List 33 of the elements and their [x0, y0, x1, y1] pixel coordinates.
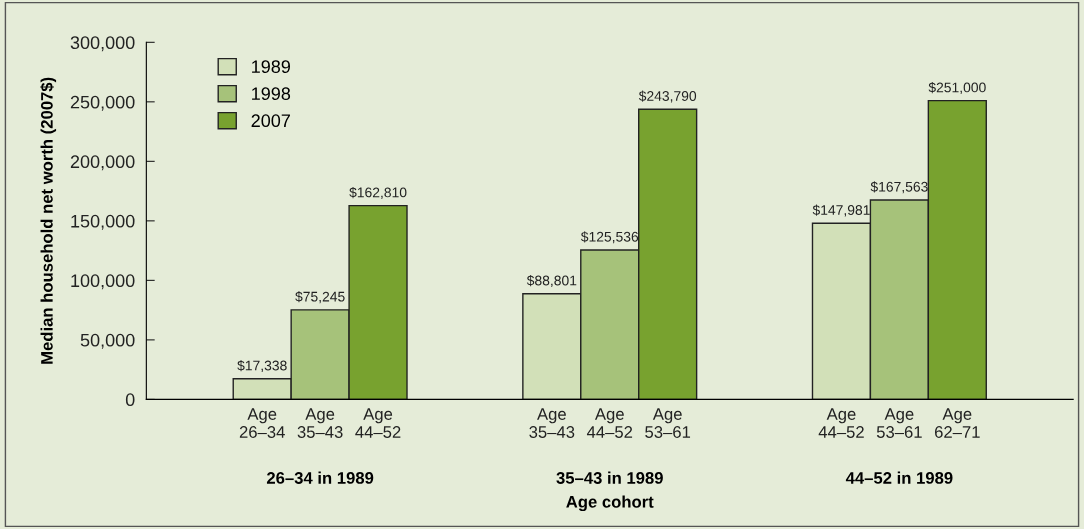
y-axis-title: Median household net worth (2007$) [40, 77, 57, 364]
text: Age 44–52 [818, 408, 864, 438]
x-tick-label: 44–52 in 1989 [845, 471, 953, 484]
data-label: $167,563 [870, 181, 928, 194]
data-label: $125,536 [580, 231, 639, 244]
x-tick-label: 35–43 in 1989 [556, 471, 663, 484]
text: Age 26–34 [239, 408, 285, 438]
text: Age 62–71 [934, 408, 980, 438]
y-tick-label: 300,000 [70, 36, 135, 52]
text: Age 44–52 [586, 408, 633, 438]
data-label: $17,338 [237, 360, 287, 373]
data-label: $88,801 [526, 274, 577, 288]
y-tick-label: 250,000 [70, 95, 135, 111]
y-tick-label: 0 [125, 393, 135, 407]
text: Age 53–61 [645, 408, 691, 438]
x-tick-label: 26–34 in 1989 [266, 471, 374, 484]
legend-label: 2007 [251, 114, 290, 128]
x-axis-title: Age cohort [566, 495, 654, 512]
data-label: $243,790 [638, 90, 697, 103]
data-label: $75,245 [295, 291, 345, 304]
text: Age 35–43 [529, 408, 575, 438]
data-label: $147,981 [812, 204, 870, 217]
y-tick-label: 150,000 [71, 214, 135, 230]
data-label: $251,000 [928, 81, 986, 94]
data-label: $162,810 [349, 186, 407, 199]
y-tick-label: 50,000 [80, 333, 135, 349]
y-tick-label: 100,000 [71, 274, 135, 290]
text: Age 44–52 [355, 408, 401, 438]
legend-label: 1989 [252, 60, 291, 74]
y-tick-label: 200,000 [70, 155, 135, 171]
text: Age 53–61 [876, 408, 922, 438]
legend-label: 1998 [252, 87, 291, 101]
text: Age 35–43 [297, 408, 343, 438]
